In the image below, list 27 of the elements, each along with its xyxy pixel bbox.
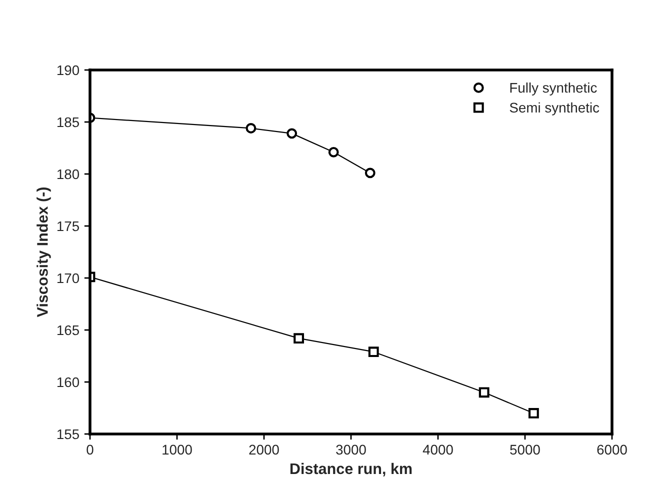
point [364, 168, 376, 178]
legend-label: Semi synthetic [510, 102, 600, 116]
y-tick-label: 175 [57, 221, 80, 232]
x-tick-label: 0 [86, 444, 94, 455]
y-tick-label: 185 [57, 117, 80, 128]
point [246, 123, 256, 134]
legend-label: Fully synthetic [510, 82, 597, 96]
point [294, 333, 304, 344]
x-tick-label: 5000 [510, 444, 540, 455]
x-tick-label: 3000 [336, 444, 366, 455]
point [478, 387, 490, 398]
y-axis-title: Viscosity Index (-) [36, 188, 51, 318]
y-tick-label: 160 [57, 377, 80, 388]
y-tick-label: 165 [57, 325, 80, 336]
y-tick-label: 155 [57, 429, 80, 440]
y-tick-label: 180 [57, 169, 80, 180]
point [286, 128, 298, 139]
x-tick-label: 2000 [249, 444, 279, 455]
y-tick-label: 170 [57, 273, 80, 284]
point [528, 408, 539, 418]
x-tick-label: 6000 [597, 444, 627, 455]
x-axis-title: Distance run, km [290, 462, 412, 476]
point [328, 146, 339, 158]
y-tick-label: 190 [57, 65, 80, 76]
x-tick-label: 4000 [422, 444, 453, 455]
x-tick-label: 1000 [162, 444, 192, 455]
point [368, 346, 379, 358]
